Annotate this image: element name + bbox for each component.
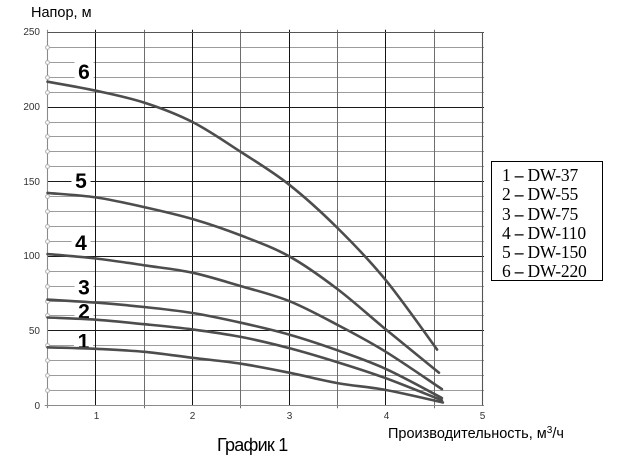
svg-text:1: 1: [78, 331, 90, 354]
svg-text:3: 3: [78, 277, 90, 300]
svg-text:5: 5: [75, 170, 87, 193]
svg-text:4: 4: [75, 232, 87, 255]
svg-text:6: 6: [78, 61, 90, 84]
svg-text:2: 2: [78, 301, 90, 324]
